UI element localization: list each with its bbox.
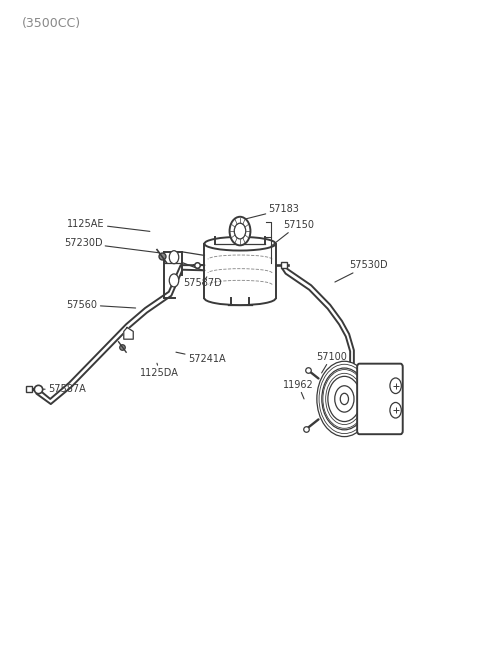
Circle shape (328, 377, 361, 422)
Circle shape (229, 217, 251, 246)
Text: 57150: 57150 (271, 220, 314, 246)
Circle shape (335, 386, 354, 412)
Text: 57183: 57183 (240, 204, 300, 220)
Text: (3500CC): (3500CC) (22, 17, 81, 30)
Text: 57530D: 57530D (335, 260, 388, 282)
Text: 57230D: 57230D (64, 238, 159, 253)
Circle shape (390, 402, 401, 418)
Polygon shape (124, 328, 133, 339)
FancyBboxPatch shape (357, 364, 403, 434)
Text: 11962: 11962 (283, 380, 313, 399)
Text: 57241A: 57241A (176, 352, 226, 364)
Circle shape (169, 274, 179, 287)
Circle shape (340, 393, 348, 405)
Circle shape (234, 223, 246, 239)
Text: 1125AE: 1125AE (67, 219, 150, 231)
Circle shape (169, 251, 179, 264)
Text: 1125DA: 1125DA (140, 364, 179, 378)
Text: 57587D: 57587D (183, 277, 222, 288)
Circle shape (390, 378, 401, 394)
Circle shape (322, 368, 367, 430)
Text: 57587A: 57587A (43, 384, 85, 394)
Text: 57100: 57100 (316, 352, 347, 373)
Circle shape (317, 362, 372, 437)
Text: 57560: 57560 (67, 300, 136, 310)
